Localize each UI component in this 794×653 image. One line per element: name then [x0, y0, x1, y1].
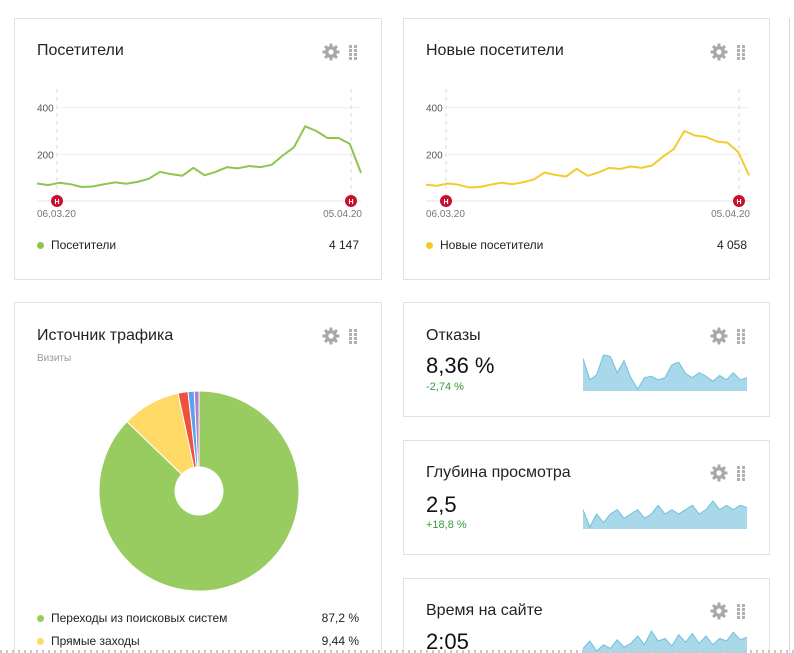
scrollbar[interactable] [789, 18, 794, 653]
traffic-title: Источник трафика [37, 327, 174, 344]
visitors-card: Посетители 400 200 Н Н 06.03.20 05.04.20 Посе… [14, 18, 382, 280]
y-tick-label: 400 [426, 104, 443, 115]
marker-label: Н [348, 199, 353, 206]
time-card: Время на сайте 2:05 [403, 578, 770, 653]
drag-handle-icon[interactable] [736, 328, 746, 344]
new-visitors-title: Новые посетители [426, 42, 564, 59]
pie-slice-4 [193, 390, 200, 468]
drag-handle-icon[interactable] [736, 603, 746, 619]
depth-title: Глубина просмотра [426, 464, 571, 481]
marker-label: Н [54, 199, 59, 206]
depth-value: 2,5 [426, 492, 457, 517]
drag-handle-icon[interactable] [348, 44, 358, 60]
depth-delta: +18,8 % [426, 519, 467, 531]
pie-slice-0 [98, 390, 300, 592]
legend-dot-icon [426, 242, 433, 249]
new-visitors-legend[interactable]: Новые посетители 4 058 [426, 238, 747, 254]
traffic-legend-search[interactable]: Переходы из поисковых систем 87,2 % [37, 611, 359, 627]
legend-value: 87,2 % [321, 611, 359, 625]
series-line [425, 130, 750, 189]
sparkline-area [583, 355, 747, 391]
traffic-source-card: Источник трафика Визиты Переходы из поис… [14, 302, 382, 653]
sparkline-area [583, 501, 747, 529]
legend-value: 9,44 % [321, 634, 359, 648]
marker-badge [440, 195, 452, 207]
traffic-legend-direct[interactable]: Прямые заходы 9,44 % [37, 634, 359, 650]
x-label-end: 05.04.20 [711, 209, 750, 219]
depth-sparkline[interactable] [583, 499, 747, 529]
gear-icon[interactable] [710, 464, 728, 482]
visitors-legend[interactable]: Посетители 4 147 [37, 238, 359, 254]
new-visitors-line-chart[interactable]: 400 200 Н Н 06.03.20 05.04.20 [404, 89, 771, 219]
traffic-donut-chart[interactable] [89, 381, 309, 601]
marker-label: Н [736, 199, 741, 206]
x-label-end: 05.04.20 [323, 209, 362, 219]
bounce-title: Отказы [426, 327, 481, 344]
bounce-card: Отказы 8,36 % -2,74 % [403, 302, 770, 417]
drag-handle-icon[interactable] [736, 44, 746, 60]
legend-label: Новые посетители [440, 238, 544, 252]
visitors-line-chart[interactable]: 400 200 Н Н 06.03.20 05.04.20 [15, 89, 383, 219]
legend-label: Посетители [51, 238, 117, 252]
legend-label: Переходы из поисковых систем [51, 611, 228, 625]
marker-label: Н [443, 199, 448, 206]
marker-badge [733, 195, 745, 207]
x-label-start: 06.03.20 [426, 209, 465, 219]
time-value: 2:05 [426, 629, 469, 653]
drag-handle-icon[interactable] [348, 328, 358, 344]
gear-icon[interactable] [710, 43, 728, 61]
y-tick-label: 200 [426, 150, 443, 161]
legend-label: Прямые заходы [51, 634, 140, 648]
sparkline-line [583, 354, 747, 390]
depth-card: Глубина просмотра 2,5 +18,8 % [403, 440, 770, 555]
sparkline-line [583, 630, 747, 652]
visitors-title: Посетители [37, 42, 124, 59]
x-label-start: 06.03.20 [37, 209, 76, 219]
legend-dot-icon [37, 638, 44, 645]
bottom-divider [0, 650, 794, 653]
legend-value: 4 058 [716, 238, 747, 252]
y-tick-label: 200 [37, 150, 54, 161]
marker-badge [345, 195, 357, 207]
bounce-delta: -2,74 % [426, 381, 464, 393]
sparkline-line [583, 500, 747, 529]
legend-value: 4 147 [328, 238, 359, 252]
drag-handle-icon[interactable] [736, 465, 746, 481]
marker-badge [51, 195, 63, 207]
bounce-sparkline[interactable] [583, 353, 747, 391]
new-visitors-card: Новые посетители 400 200 Н Н 06.03.20 05.04.2… [403, 18, 770, 280]
time-title: Время на сайте [426, 602, 543, 619]
gear-icon[interactable] [710, 602, 728, 620]
gear-icon[interactable] [322, 43, 340, 61]
legend-dot-icon [37, 615, 44, 622]
bounce-value: 8,36 % [426, 353, 495, 378]
series-line [36, 125, 362, 188]
legend-dot-icon [37, 242, 44, 249]
time-sparkline[interactable] [583, 629, 747, 653]
gear-icon[interactable] [322, 327, 340, 345]
gear-icon[interactable] [710, 327, 728, 345]
traffic-subtitle: Визиты [37, 353, 72, 364]
y-tick-label: 400 [37, 104, 54, 115]
